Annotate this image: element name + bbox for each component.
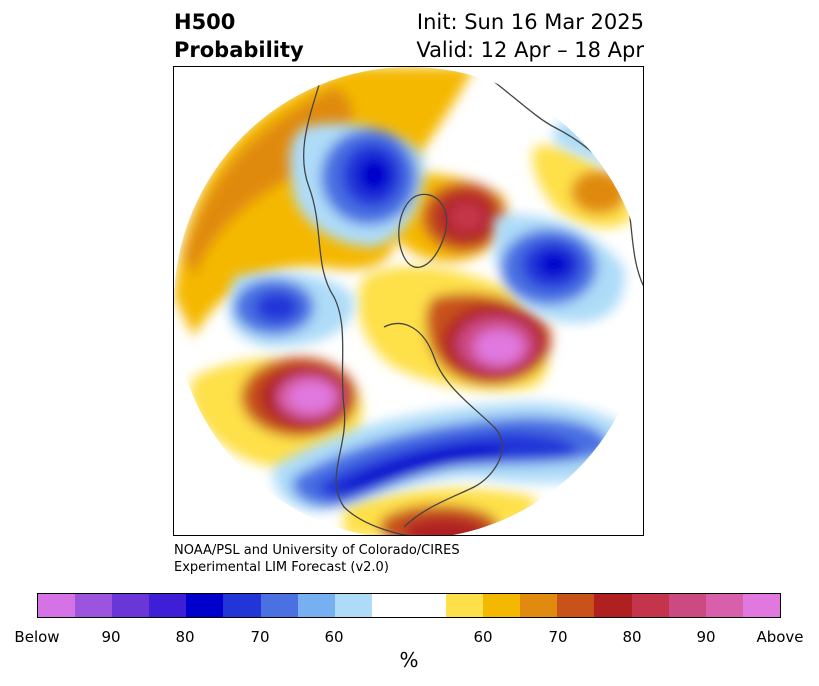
colorbar-segment-3 bbox=[149, 594, 187, 617]
colorbar-segment-10 bbox=[408, 594, 447, 617]
below-core-bering bbox=[255, 292, 299, 322]
colorbar-unit: % bbox=[399, 648, 419, 672]
colorbar-segment-17 bbox=[668, 594, 706, 617]
colorbar-segment-16 bbox=[631, 594, 669, 617]
colorbar-segment-1 bbox=[75, 594, 113, 617]
above-core-barents bbox=[449, 201, 485, 233]
below-core-west-siberia bbox=[358, 157, 390, 193]
forecast-dates: Init: Sun 16 Mar 2025 Valid: 12 Apr – 18… bbox=[416, 8, 644, 64]
cb-tick-label: 70 bbox=[250, 628, 270, 646]
credit: NOAA/PSL and University of Colorado/CIRE… bbox=[174, 542, 460, 576]
colorbar-segment-18 bbox=[705, 594, 743, 617]
below-core-north-america bbox=[334, 447, 505, 495]
colorbar-segment-5 bbox=[223, 594, 261, 617]
product-label: Probability bbox=[174, 38, 304, 62]
cb-tick-label: 60 bbox=[473, 628, 493, 646]
colorbar-segment-13 bbox=[520, 594, 558, 617]
colorbar-segment-12 bbox=[483, 594, 521, 617]
colorbar-segment-0 bbox=[38, 594, 76, 617]
cb-tick-label: 80 bbox=[175, 628, 195, 646]
polar-map-svg bbox=[174, 67, 643, 535]
cb-tick-label: 60 bbox=[324, 628, 344, 646]
init-date: Init: Sun 16 Mar 2025 bbox=[416, 10, 644, 34]
colorbar-segment-14 bbox=[557, 594, 595, 617]
above-core-east-siberia bbox=[571, 170, 627, 214]
variable-label: H500 bbox=[174, 10, 236, 34]
colorbar-segment-11 bbox=[446, 594, 484, 617]
cb-tick-label: 70 bbox=[548, 628, 568, 646]
above-core-atlantic bbox=[474, 329, 524, 365]
colorbar-segment-2 bbox=[112, 594, 150, 617]
probability-field bbox=[174, 67, 643, 535]
colorbar-segment-15 bbox=[594, 594, 632, 617]
cb-tick-label: Below bbox=[14, 628, 60, 646]
colorbar-segment-6 bbox=[260, 594, 298, 617]
colorbar-segment-9 bbox=[371, 594, 409, 617]
credit-line-2: Experimental LIM Forecast (v2.0) bbox=[174, 560, 389, 575]
cb-tick-label: 90 bbox=[696, 628, 716, 646]
coastline-greenland bbox=[398, 193, 448, 269]
valid-date: Valid: 12 Apr – 18 Apr bbox=[416, 38, 644, 62]
colorbar-segment-8 bbox=[334, 594, 372, 617]
colorbar-segment-19 bbox=[742, 594, 780, 617]
below-core-east-siberia bbox=[538, 252, 570, 276]
credit-line-1: NOAA/PSL and University of Colorado/CIRE… bbox=[174, 543, 460, 558]
coastline-north-america bbox=[383, 322, 503, 528]
cb-tick-label: 80 bbox=[622, 628, 642, 646]
polar-map bbox=[173, 66, 644, 536]
coastline-east bbox=[473, 67, 643, 288]
map-title: H500 Probability bbox=[174, 8, 304, 64]
colorbar bbox=[37, 593, 781, 618]
coastline-west bbox=[302, 67, 425, 535]
cb-tick-label: 90 bbox=[101, 628, 121, 646]
colorbar-segment-7 bbox=[297, 594, 335, 617]
above-core-southeast-us bbox=[402, 517, 486, 535]
above-core-gulf-alaska bbox=[290, 382, 334, 412]
coastlines bbox=[302, 67, 643, 535]
cb-tick-label: Above bbox=[756, 628, 804, 646]
colorbar-segment-4 bbox=[186, 594, 224, 617]
